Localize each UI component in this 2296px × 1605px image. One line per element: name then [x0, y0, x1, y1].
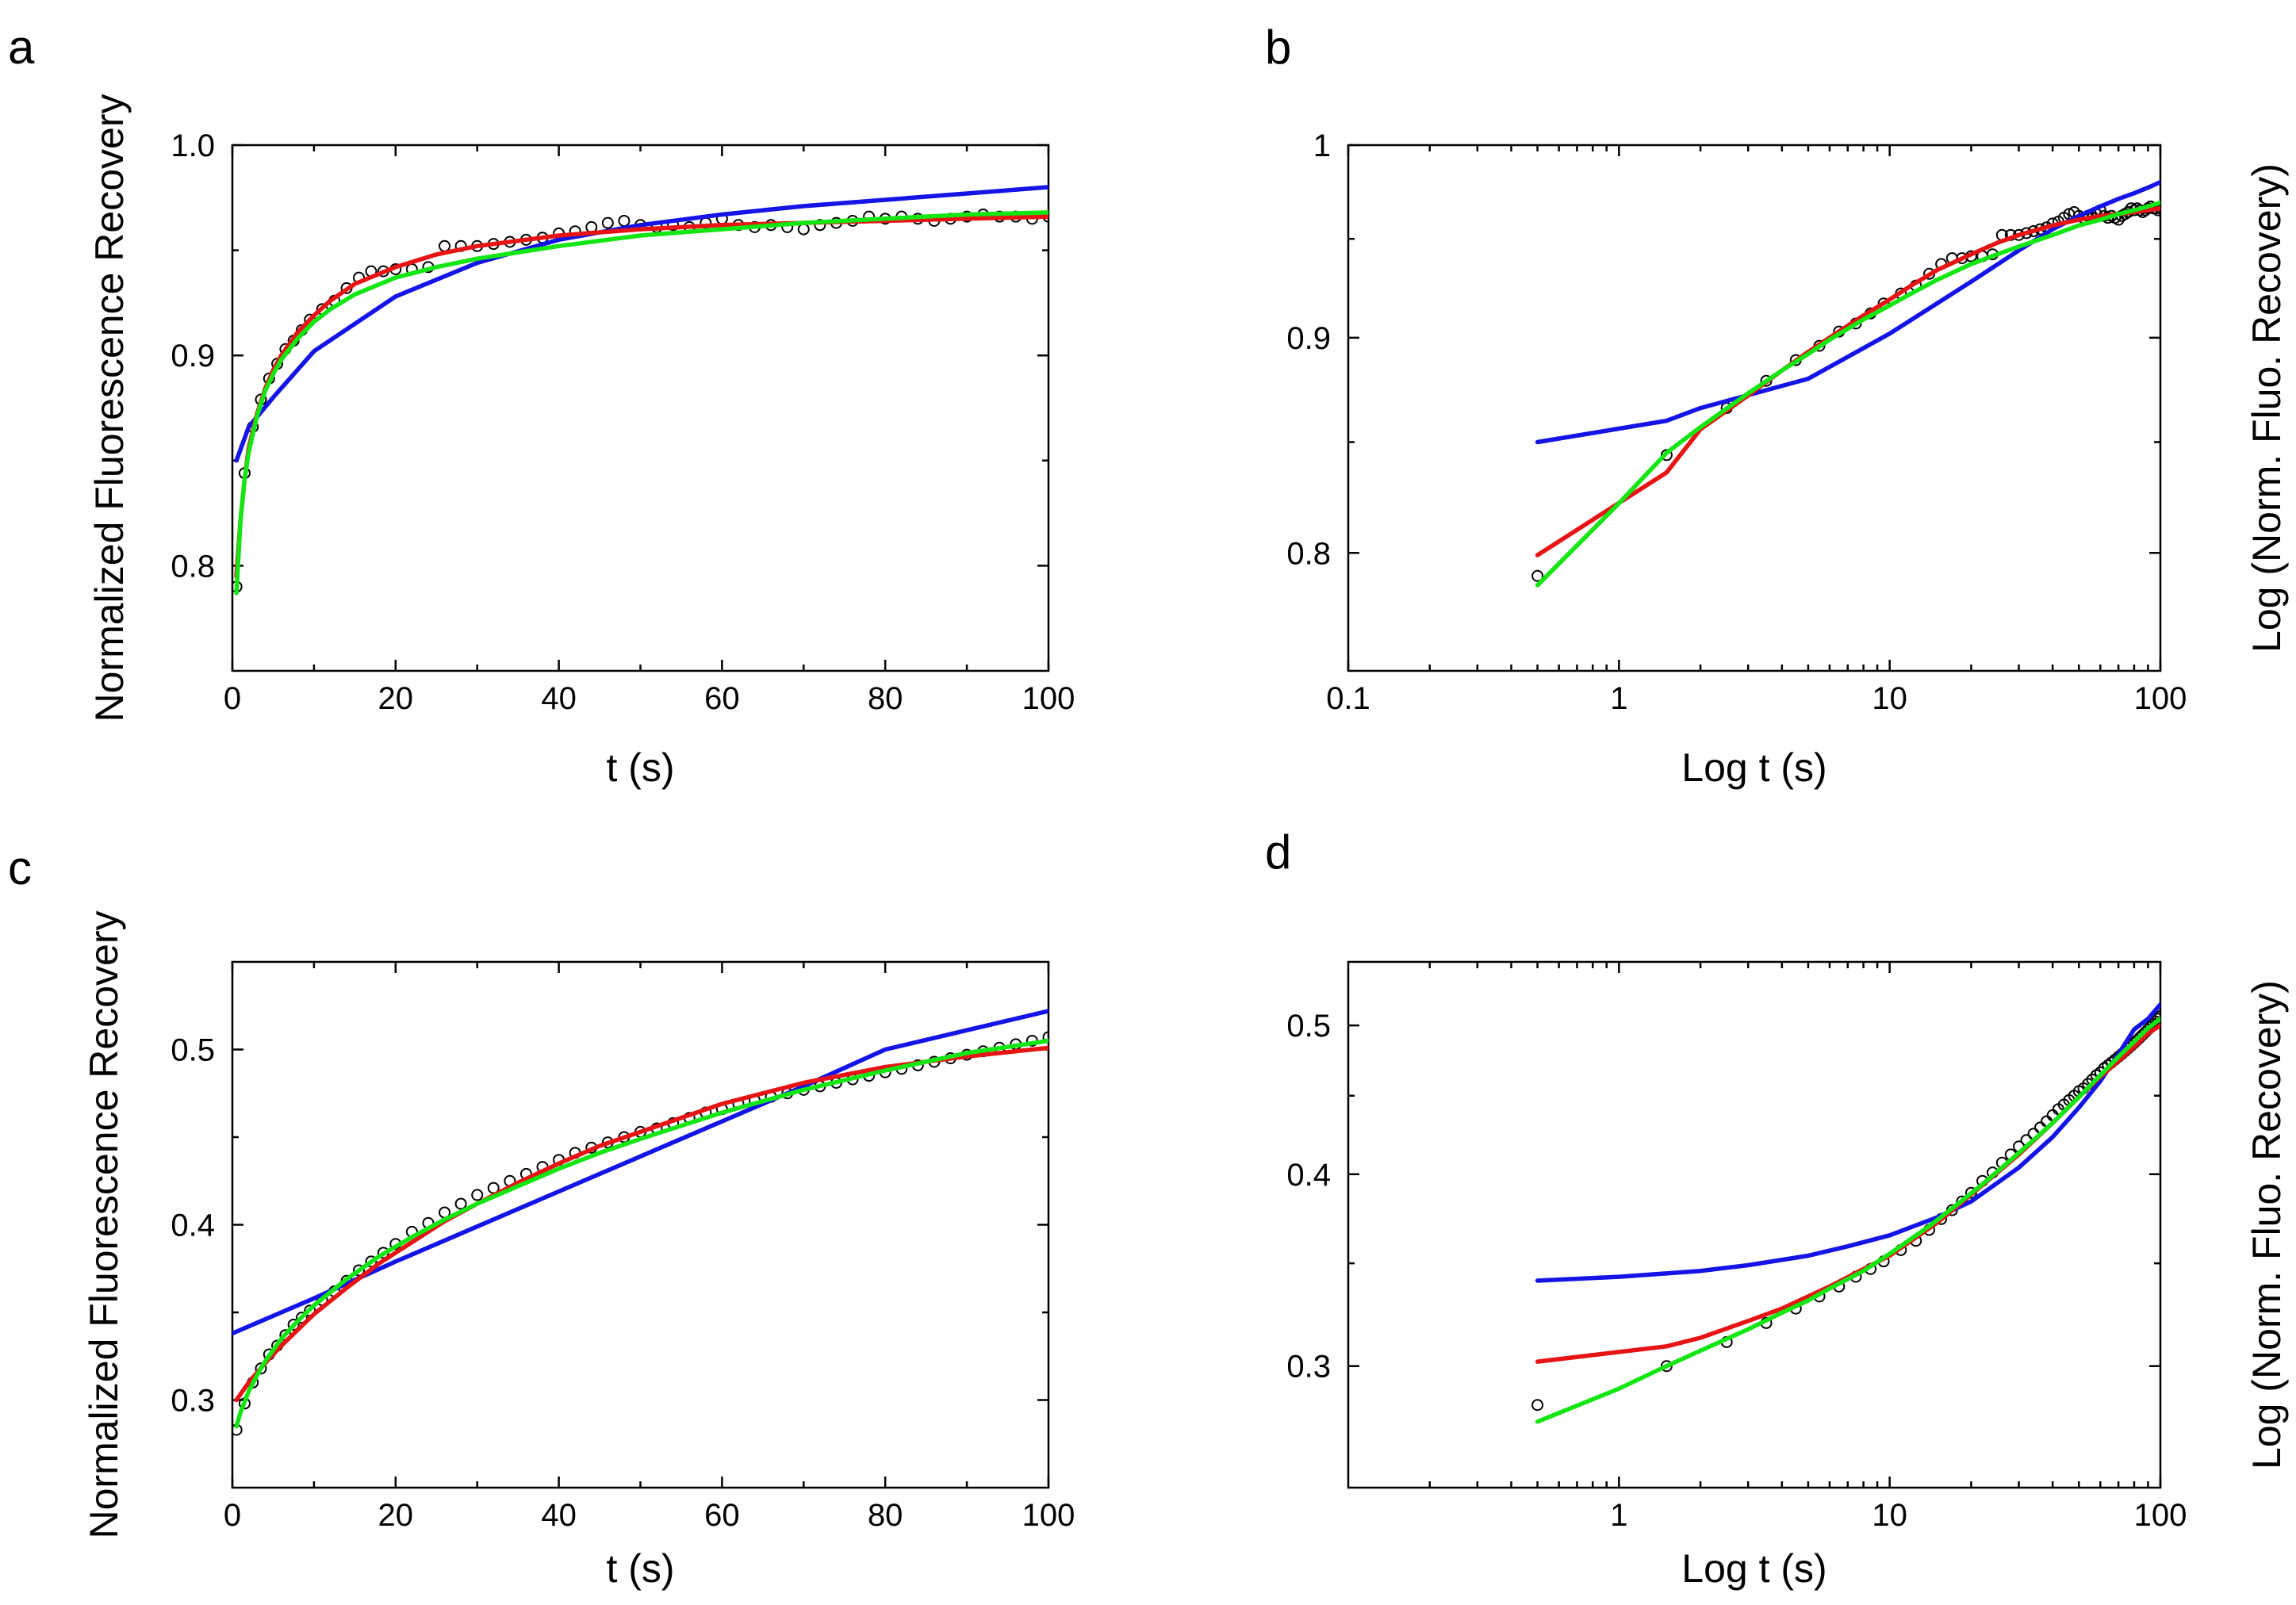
panel-c-ytick-label: 0.3 [171, 1384, 215, 1419]
panel-d-xtick-label: 10 [1872, 1498, 1907, 1533]
panel-a-x-axis-title: t (s) [606, 745, 674, 790]
panel-d-axes: 1 10 100 0.3 0.4 0.5 Log t (s) Log (Norm. Fluo.… [1286, 962, 2289, 1591]
panel-a-xtick-label: 0 [224, 681, 241, 716]
panel-c-data-point [352, 1264, 365, 1277]
panel-d-data-point [1531, 1399, 1544, 1412]
panel-c-xtick-label: 60 [704, 1498, 740, 1533]
panel-a-fit-single [234, 185, 1048, 463]
panel-c-xtick-label: 80 [868, 1498, 903, 1533]
panel-b-plot-area [1531, 179, 2160, 588]
panel-c-data-point [295, 1312, 308, 1324]
panel-c-letter: c [8, 841, 32, 894]
panel-c-fit-stretched [234, 1038, 1048, 1429]
panel-b-ytick-label: 0.8 [1286, 536, 1331, 571]
panel-a-xtick-label: 60 [704, 681, 740, 716]
panel-c: c 0 20 40 60 80 100 0.3 0.4 0.5 t (s) Normalized Fl… [8, 841, 1075, 1591]
panel-c-xtick-label: 40 [541, 1498, 577, 1533]
panel-c-xtick-label: 0 [224, 1498, 241, 1533]
panel-d-x-axis-title: Log t (s) [1681, 1546, 1826, 1591]
panel-c-data-point [471, 1189, 484, 1201]
panel-d-tick-marks [1348, 962, 2162, 1488]
panel-d-ytick-label: 0.3 [1286, 1350, 1331, 1385]
panel-a-data-point [814, 219, 826, 232]
panel-c-axes: 0 20 40 60 80 100 0.3 0.4 0.5 t (s) Normalized Flu… [82, 911, 1075, 1591]
panel-c-data-point [287, 1318, 300, 1331]
panel-d-data-point [2154, 1009, 2160, 1022]
panel-c-ytick-label: 0.5 [171, 1033, 215, 1068]
panel-d-ytick-label: 0.4 [1286, 1158, 1331, 1193]
panel-b-tick-marks [1347, 144, 2162, 671]
panel-d-plot-frame [1347, 960, 2162, 1489]
panel-b: b 0.1 1 10 100 0.8 0.9 1 Log t (s) Log (Norm. Flu… [1265, 21, 2289, 790]
panel-d-fit-double [1535, 1023, 2160, 1364]
panel-c-y-axis-title: Normalized Fluorescence Recovery [82, 911, 126, 1539]
panel-a-xtick-label: 40 [541, 681, 577, 716]
panel-b-xtick-label: 10 [1872, 681, 1907, 716]
panel-a-ytick-label: 0.8 [171, 549, 215, 584]
panel-c-data-point [454, 1197, 467, 1210]
panel-b-axes: 0.1 1 10 100 0.8 0.9 1 Log t (s) Log (Norm. Fluo… [1286, 128, 2289, 790]
panel-b-fit-double [1535, 205, 2160, 557]
panel-a-data-point [618, 214, 631, 227]
panel-d-letter: d [1265, 825, 1291, 879]
panel-a-data-point [439, 239, 451, 252]
panel-a: a 0 20 40 60 80 100 0.8 0.9 1.0 t (s) Normalized Fl… [8, 21, 1075, 790]
panel-a-ytick-label: 1.0 [171, 128, 215, 163]
panel-b-xtick-label: 1 [1610, 681, 1627, 716]
panel-c-data-point [1042, 1031, 1048, 1044]
panel-c-x-axis-title: t (s) [606, 1546, 674, 1591]
panel-a-y-axis-title: Normalized Fluorescence Recovery [87, 94, 132, 722]
panel-a-xtick-label: 100 [1022, 681, 1075, 716]
panel-b-plot-frame [1347, 144, 2162, 672]
panel-d-fit-stretched [1535, 1017, 2160, 1424]
panel-a-letter: a [8, 21, 35, 74]
panel-c-xtick-label: 100 [1022, 1498, 1075, 1533]
panel-a-xtick-label: 80 [868, 681, 903, 716]
panel-b-fit-stretched [1535, 200, 2160, 588]
panel-d-ytick-label: 0.5 [1286, 1009, 1331, 1044]
panel-d-y-axis-title: Log (Norm. Fluo. Recovery) [2244, 980, 2289, 1469]
panel-c-plot-area [232, 1009, 1048, 1436]
panel-d-fit-single [1535, 1002, 2160, 1283]
panel-a-data-point [797, 223, 810, 236]
panel-b-xtick-label: 0.1 [1326, 681, 1370, 716]
panel-a-axes: 0 20 40 60 80 100 0.8 0.9 1.0 t (s) Normalized Flu… [87, 94, 1075, 790]
panel-c-fit-single [232, 1009, 1048, 1336]
panel-c-tick-marks [231, 962, 1050, 1488]
panel-d: d 1 10 100 0.3 0.4 0.5 Log t (s) Log (Norm. Fluo… [1265, 825, 2289, 1591]
panel-b-xtick-label: 100 [2134, 681, 2187, 716]
panel-d-xtick-label: 100 [2134, 1498, 2187, 1533]
panel-a-fit-stretched [234, 210, 1048, 596]
panel-b-letter: b [1265, 21, 1291, 74]
panel-a-data-points [232, 209, 1048, 593]
panel-b-x-axis-title: Log t (s) [1681, 745, 1826, 790]
panel-c-data-point [255, 1362, 267, 1375]
panel-c-fit-double [234, 1045, 1048, 1403]
panel-a-data-point [601, 216, 614, 229]
panel-c-xtick-label: 20 [378, 1498, 414, 1533]
panel-a-plot-area [232, 185, 1048, 596]
panel-b-ytick-label: 0.9 [1286, 321, 1331, 356]
panel-d-plot-area [1531, 1002, 2160, 1424]
panel-c-data-points [232, 1031, 1048, 1436]
panel-c-ytick-label: 0.4 [171, 1209, 215, 1243]
panel-d-xtick-label: 1 [1610, 1498, 1627, 1533]
panel-b-y-axis-title: Log (Norm. Fluo. Recovery) [2244, 163, 2289, 653]
panel-b-data-points [1531, 200, 2160, 582]
panel-a-xtick-label: 20 [378, 681, 414, 716]
panel-a-ytick-label: 0.9 [171, 339, 215, 373]
panel-b-data-point [1660, 449, 1673, 462]
panel-a-fit-double [234, 214, 1048, 579]
panel-d-data-point [2152, 1013, 2160, 1025]
panel-b-data-point [1531, 569, 1544, 582]
panel-b-ytick-label: 1 [1313, 128, 1331, 163]
